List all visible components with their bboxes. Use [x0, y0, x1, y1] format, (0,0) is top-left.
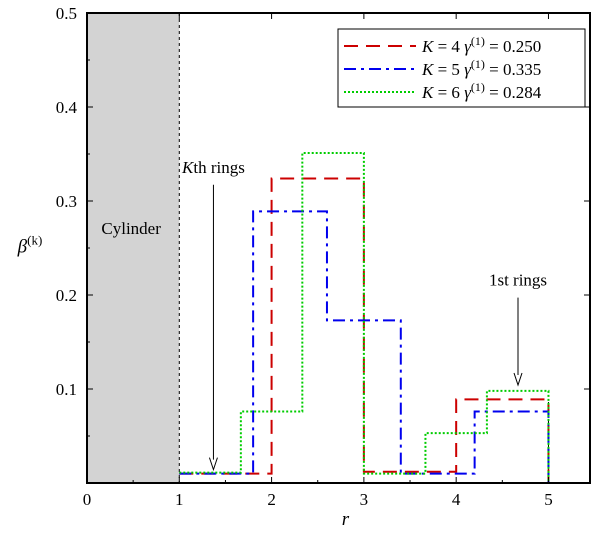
legend-k: K: [421, 60, 435, 79]
x-tick-label: 2: [267, 490, 276, 509]
annotation-arrow-head: [208, 457, 218, 472]
legend-k-value: = 5: [433, 60, 464, 79]
legend-gamma-value: = 0.250: [485, 37, 541, 56]
annotations-layer: Kth rings 1st rings: [181, 158, 547, 472]
series-layer: [179, 152, 550, 483]
y-axis-label-base: β: [17, 237, 28, 258]
annotation-label: Kth rings: [181, 158, 245, 177]
x-tick-label: 3: [360, 490, 369, 509]
legend-k-value: = 6: [433, 83, 464, 102]
annotation-text: th rings: [193, 158, 244, 177]
legend-k: K: [421, 83, 435, 102]
x-tick-label: 4: [452, 490, 461, 509]
y-tick-label: 0.4: [56, 98, 78, 117]
x-tick-label: 5: [544, 490, 553, 509]
annotation-arrow-head: [513, 372, 523, 387]
legend-label-3: K = 6 γ(1) = 0.284: [421, 80, 542, 102]
legend-gamma-sup: (1): [471, 34, 485, 48]
y-tick-label: 0.3: [56, 192, 77, 211]
series-line-1: [179, 177, 550, 483]
annotation-italic: K: [181, 158, 195, 177]
legend-gamma-sup: (1): [471, 80, 485, 94]
y-tick-label: 0.1: [56, 380, 77, 399]
legend-k-value: = 4: [433, 37, 464, 56]
annotation-label: 1st rings: [489, 271, 547, 290]
legend-gamma-value: = 0.335: [485, 60, 541, 79]
annotation-text: 1st rings: [489, 271, 547, 290]
cylinder-label: Cylinder: [101, 219, 161, 238]
y-tick-label: 0.2: [56, 286, 77, 305]
plot-frame: [86, 12, 591, 484]
legend-gamma-sup: (1): [471, 57, 485, 71]
legend-gamma: γ: [464, 60, 472, 79]
legend-gamma-value: = 0.284: [485, 83, 542, 102]
x-tick-label: 0: [83, 490, 92, 509]
legend-gamma: γ: [464, 37, 472, 56]
x-axis-label: r: [342, 509, 350, 530]
y-axis-label-sup: (k): [27, 233, 42, 248]
legend-label-2: K = 5 γ(1) = 0.335: [421, 57, 541, 79]
legend-k: K: [421, 37, 435, 56]
series-line-2: [179, 210, 550, 483]
legend-gamma: γ: [464, 83, 472, 102]
series-line-3: [179, 152, 550, 483]
y-tick-label: 0.5: [56, 4, 77, 23]
x-tick-label: 1: [175, 490, 184, 509]
y-axis-label: β(k): [17, 233, 43, 258]
cylinder-region: [87, 13, 180, 483]
legend-label-1: K = 4 γ(1) = 0.250: [421, 34, 541, 56]
axis-ticks: 0 1 2 3 4 5 0.1 0.2 0.3 0.4 0.5: [56, 4, 590, 509]
